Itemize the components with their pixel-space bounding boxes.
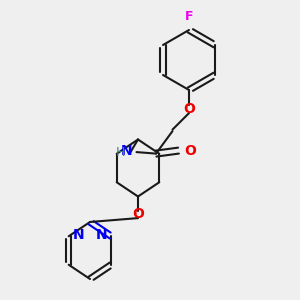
Text: O: O xyxy=(184,144,196,158)
Text: O: O xyxy=(132,208,144,221)
Text: H: H xyxy=(116,146,125,160)
Text: F: F xyxy=(185,11,193,23)
Text: N: N xyxy=(120,144,132,158)
Text: N: N xyxy=(72,228,84,242)
Text: O: O xyxy=(183,102,195,116)
Text: N: N xyxy=(96,228,108,242)
